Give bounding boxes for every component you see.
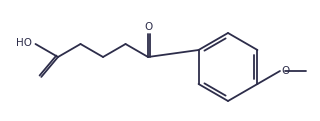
- Text: O: O: [281, 66, 289, 76]
- Text: O: O: [144, 22, 152, 32]
- Text: HO: HO: [17, 38, 33, 48]
